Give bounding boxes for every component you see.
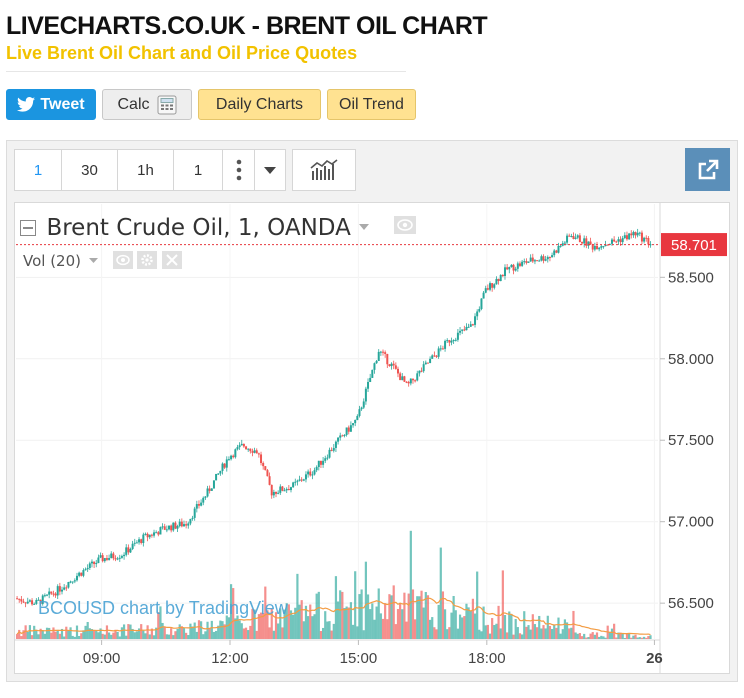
divider — [6, 71, 406, 72]
interval-1-alt-button[interactable]: 1 — [173, 149, 223, 191]
daily-charts-button[interactable]: Daily Charts — [198, 89, 321, 120]
oil-trend-button[interactable]: Oil Trend — [327, 89, 416, 120]
expand-button[interactable] — [685, 148, 730, 191]
indicators-chart-icon — [310, 159, 338, 180]
volume-label: Vol (20) — [23, 252, 82, 270]
caret-down-icon — [88, 258, 98, 263]
site-title: LIVECHARTS.CO.UK - BRENT OIL CHART — [6, 12, 488, 40]
interval-dropdown-button[interactable] — [254, 149, 286, 191]
caret-down-icon — [359, 224, 370, 230]
tradingview-watermark[interactable]: BCOUSD chart by TradingView — [38, 598, 288, 618]
calc-button[interactable]: Calc — [102, 89, 192, 120]
close-icon — [162, 251, 183, 269]
chevron-down-icon — [264, 166, 276, 174]
eye-icon — [393, 216, 416, 234]
site-subtitle: Live Brent Oil Chart and Oil Price Quote… — [6, 43, 358, 63]
interval-30-button[interactable]: 30 — [61, 149, 118, 191]
tweet-button[interactable]: Tweet — [6, 89, 96, 120]
interval-1h-button[interactable]: 1h — [117, 149, 174, 191]
gear-icon — [137, 251, 158, 269]
chart-area[interactable] — [14, 202, 730, 674]
collapse-icon — [20, 220, 36, 236]
interval-1-button[interactable]: 1 — [14, 149, 62, 191]
calculator-icon — [157, 95, 176, 114]
eye-icon — [112, 251, 133, 269]
calc-label: Calc — [117, 95, 150, 113]
volume-legend[interactable]: Vol (20) — [23, 251, 183, 270]
external-link-icon — [698, 159, 718, 179]
symbol-label: Brent Crude Oil, 1, OANDA — [46, 215, 351, 241]
more-options-button[interactable] — [222, 149, 255, 191]
indicators-button[interactable] — [292, 149, 356, 191]
tweet-label: Tweet — [40, 95, 85, 113]
symbol-legend[interactable]: Brent Crude Oil, 1, OANDA — [20, 215, 416, 241]
vertical-dots-icon — [236, 159, 241, 181]
twitter-bird-icon — [17, 97, 36, 112]
